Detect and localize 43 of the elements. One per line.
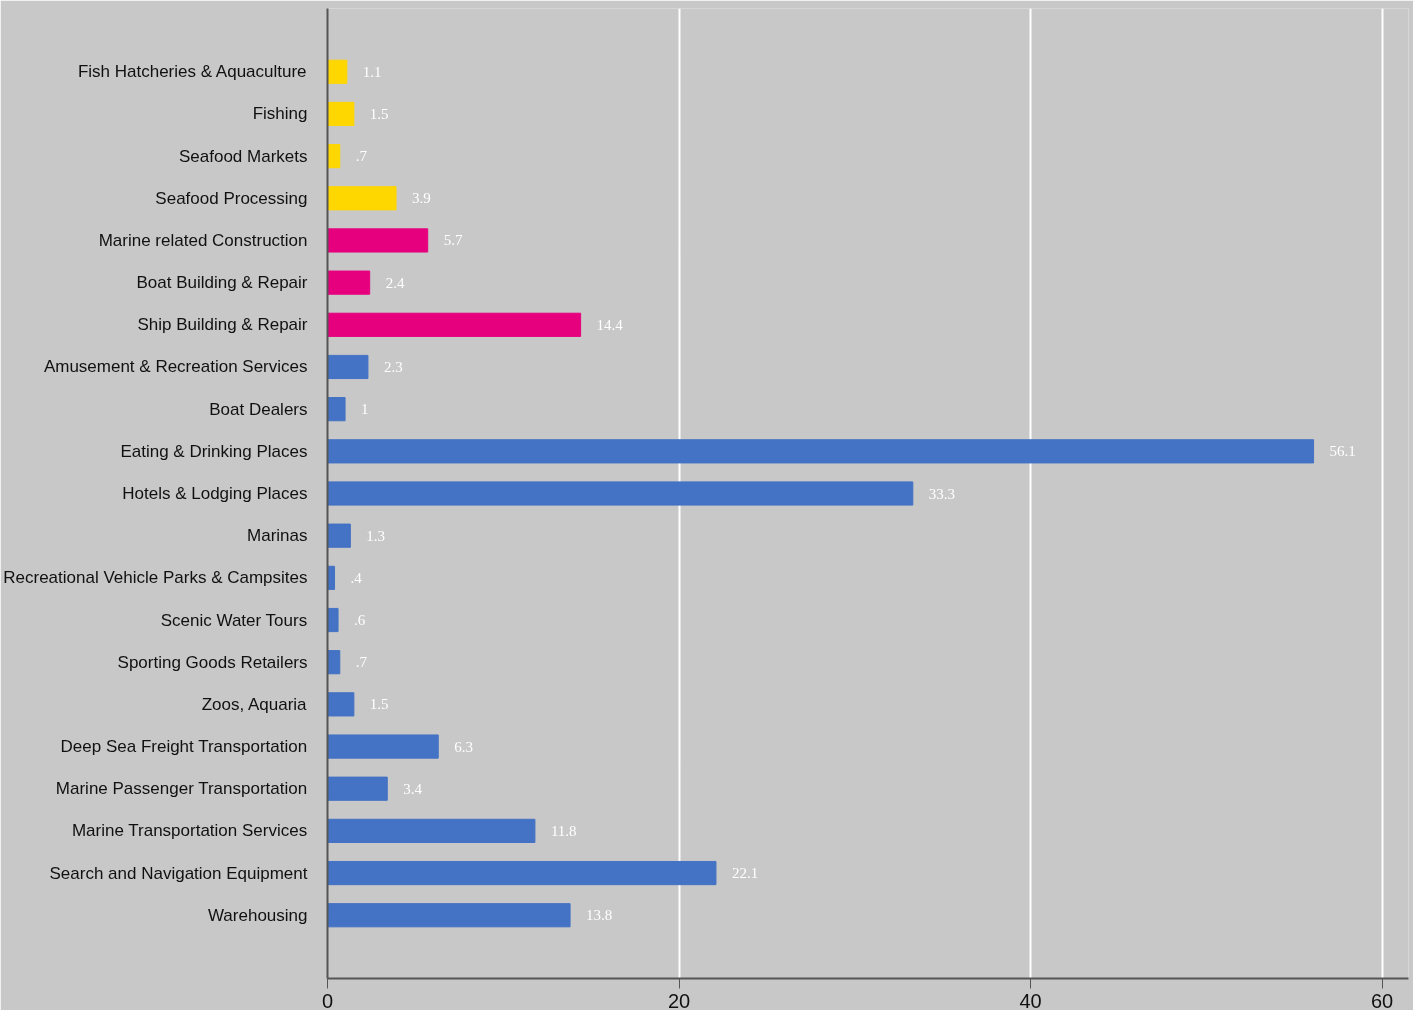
y-tick-label: Seafood Markets <box>178 146 308 166</box>
bar <box>327 101 355 127</box>
bar <box>327 397 346 422</box>
bar <box>327 59 348 84</box>
y-tick-label: Boat Dealers <box>209 399 308 419</box>
y-tick-label: Marine related Construction <box>98 230 308 250</box>
bar <box>327 523 351 548</box>
y-tick-label: Marine Passenger Transportation <box>55 779 308 799</box>
y-tick-label: Boat Building & Repair <box>136 273 308 293</box>
y-tick-label: Fish Hatcheries & Aquaculture <box>77 62 307 82</box>
y-tick-label: Deep Sea Freight Transportation <box>60 737 308 757</box>
bar <box>327 228 429 253</box>
x-tick-label: 60 <box>1371 989 1394 1010</box>
bar <box>327 734 439 759</box>
y-tick-label: Warehousing <box>207 905 308 925</box>
y-tick-label: Fishing <box>252 104 308 124</box>
y-tick-label: Amusement & Recreation Services <box>43 357 308 377</box>
bar <box>327 776 388 801</box>
y-tick-label: Search and Navigation Equipment <box>49 863 308 883</box>
y-tick-label: Eating & Drinking Places <box>120 441 308 461</box>
bar <box>327 270 371 295</box>
y-tick-label: Sporting Goods Retailers <box>117 652 308 672</box>
y-tick-label: Recreational Vehicle Parks & Campsites <box>3 568 308 588</box>
bar <box>327 607 339 633</box>
bar <box>327 692 355 717</box>
bar <box>327 312 582 337</box>
x-tick-label: 40 <box>1019 989 1042 1010</box>
bar <box>327 903 571 928</box>
y-tick-label: Scenic Water Tours <box>160 610 308 630</box>
bar <box>327 481 914 506</box>
x-tick-label: 0 <box>321 989 334 1010</box>
bar <box>327 439 1315 464</box>
x-tick-label: 20 <box>667 989 691 1010</box>
y-tick-label: Marine Transportation Services <box>71 821 308 841</box>
y-tick-label: Ship Building & Repair <box>137 315 308 335</box>
bar <box>327 818 536 843</box>
bar <box>327 354 369 380</box>
y-tick-label: Seafood Processing <box>155 188 308 208</box>
bar <box>327 186 397 211</box>
y-tick-label: Hotels & Lodging Places <box>122 484 308 503</box>
bar <box>327 860 717 886</box>
y-tick-label: Zoos, Aquaria <box>201 694 308 714</box>
y-tick-label: Marinas <box>247 526 308 546</box>
